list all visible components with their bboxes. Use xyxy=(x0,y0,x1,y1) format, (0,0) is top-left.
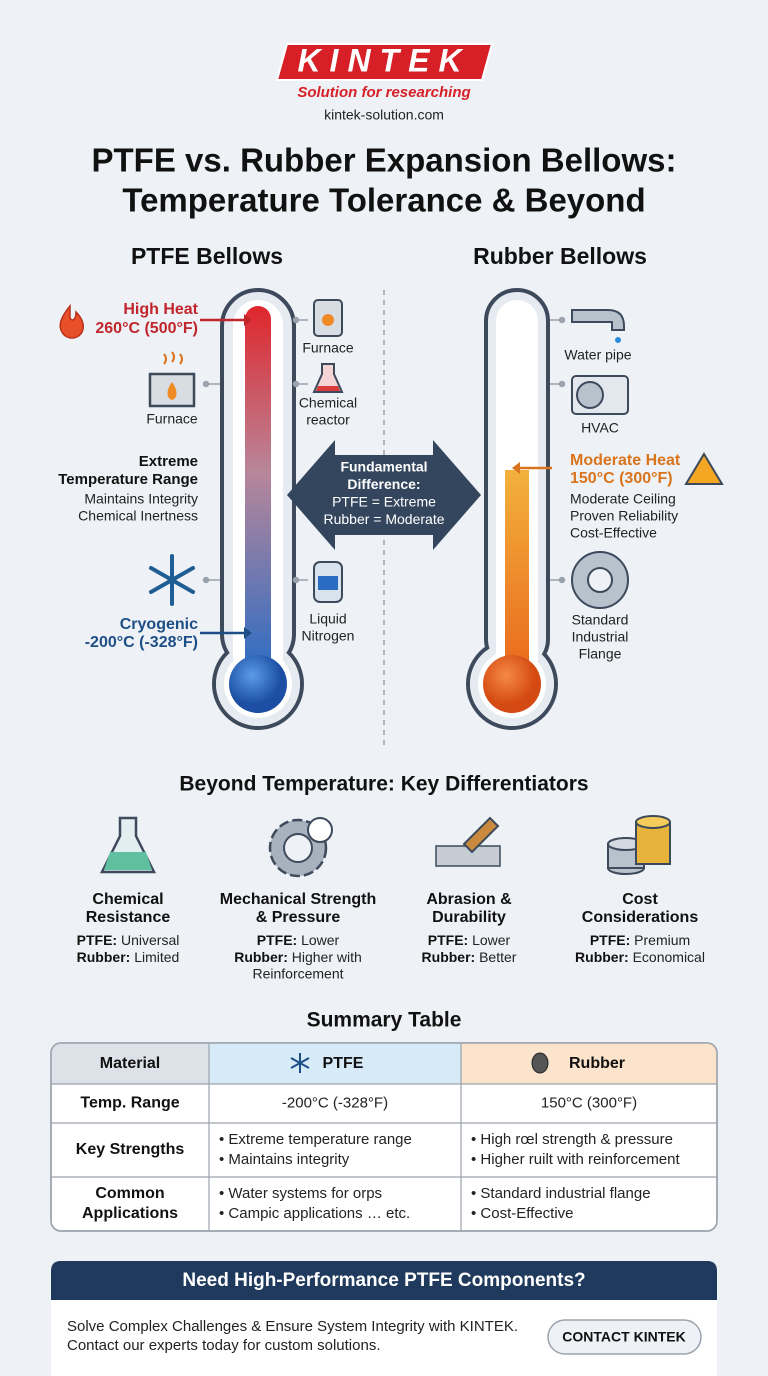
table-header: Rubber xyxy=(569,1055,625,1072)
comparison-value: Economical xyxy=(629,949,705,965)
table-cell: • Campic applications … etc. xyxy=(219,1205,410,1222)
rubber-point: Moderate Ceiling xyxy=(570,491,676,507)
page-title: Temperature Tolerance & Beyond xyxy=(122,182,645,219)
application: Standard xyxy=(572,612,629,628)
row-label: Key Strengths xyxy=(76,1141,185,1158)
application: Liquid xyxy=(309,611,346,627)
comparison-value: Limited xyxy=(130,949,179,965)
cryogenic-label: Cryogenic xyxy=(120,616,198,633)
contact-button[interactable] xyxy=(547,1319,702,1355)
row-label: Temp. Range xyxy=(80,1095,179,1112)
comparison-label: PTFE: xyxy=(590,932,630,948)
comparison-line: Rubber: Economical xyxy=(575,949,705,965)
comparison-value: Reinforcement xyxy=(252,966,343,982)
application: Chemical xyxy=(299,395,357,411)
comparison-label: PTFE: xyxy=(257,932,297,948)
row-label: Applications xyxy=(82,1205,178,1222)
comparison-label: PTFE: xyxy=(77,932,117,948)
comparison-label: PTFE: xyxy=(428,932,468,948)
comparison-line: PTFE: Lower xyxy=(257,932,340,948)
comparison-value: Lower xyxy=(468,932,510,948)
row-label: Common xyxy=(95,1185,164,1202)
application: Industrial xyxy=(572,629,629,645)
application: reactor xyxy=(306,412,350,428)
rubber-point: Cost-Effective xyxy=(570,525,657,541)
table-cell: • Standard industrial flange xyxy=(471,1185,651,1202)
high-heat-temp: 260°C (500°F) xyxy=(95,320,198,337)
page-title: PTFE vs. Rubber Expansion Bellows: xyxy=(92,142,677,179)
section-heading: Rubber Bellows xyxy=(473,243,647,269)
table-cell: 150°C (300°F) xyxy=(541,1094,637,1111)
application: Water pipe xyxy=(564,347,631,363)
application: Nitrogen xyxy=(302,628,355,644)
application: Furnace xyxy=(302,340,354,356)
difference-text: Fundamental xyxy=(340,459,427,475)
table-cell: -200°C (-328°F) xyxy=(282,1094,388,1111)
comparison-line: Rubber: Better xyxy=(422,949,517,965)
comparison-label: Rubber: xyxy=(575,949,629,965)
comparison-line: PTFE: Universal xyxy=(77,932,180,948)
tagline: Solution for researching xyxy=(297,84,470,101)
cryogenic-temp: -200°C (-328°F) xyxy=(85,634,198,651)
range-title: Temperature Range xyxy=(58,471,198,488)
rubber-point: Proven Reliability xyxy=(570,508,678,524)
cta-text: Solve Complex Challenges & Ensure System… xyxy=(67,1318,518,1335)
contact-button-label[interactable]: CONTACT KINTEK xyxy=(562,1329,685,1345)
comparison-value: Higher with xyxy=(288,949,362,965)
website: kintek-solution.com xyxy=(324,107,444,123)
item-title: & Pressure xyxy=(256,909,341,926)
difference-text: Difference: xyxy=(347,476,420,492)
item-title: Resistance xyxy=(86,909,171,926)
table-cell: • Water systems for orps xyxy=(219,1185,382,1202)
high-heat-label: High Heat xyxy=(123,301,198,318)
range-point: Maintains Integrity xyxy=(84,491,198,507)
item-title: Abrasion & xyxy=(426,891,512,908)
item-title: Considerations xyxy=(582,909,699,926)
table-header: PTFE xyxy=(323,1055,364,1072)
comparison-value: Better xyxy=(475,949,517,965)
moderate-heat-label: Moderate Heat xyxy=(570,452,681,469)
comparison-value: Lower xyxy=(297,932,339,948)
logo: KINTEK xyxy=(297,42,470,78)
table-cell: • Maintains integrity xyxy=(219,1151,350,1168)
application: HVAC xyxy=(581,420,619,436)
table-cell: • Extreme temperature range xyxy=(219,1131,412,1148)
comparison-line: Rubber: Higher with xyxy=(234,949,362,965)
range-point: Chemical Inertness xyxy=(78,508,198,524)
comparison-label: Rubber: xyxy=(234,949,288,965)
difference-text: PTFE = Extreme xyxy=(332,494,436,510)
table-cell: • Cost-Effective xyxy=(471,1205,574,1222)
comparison-label: Rubber: xyxy=(422,949,476,965)
section-heading: Summary Table xyxy=(307,1009,462,1032)
moderate-heat-temp: 150°C (300°F) xyxy=(570,470,673,487)
decor xyxy=(50,43,724,1376)
application: Flange xyxy=(579,646,622,662)
table-cell: • Higher ruilt with reinforcement xyxy=(471,1151,680,1168)
table-header: Material xyxy=(100,1055,160,1072)
comparison-line: PTFE: Lower xyxy=(428,932,511,948)
section-heading: Beyond Temperature: Key Differentiators xyxy=(179,773,588,796)
difference-text: Rubber = Moderate xyxy=(323,511,444,527)
application: Furnace xyxy=(146,411,198,427)
comparison-value: Premium xyxy=(630,932,690,948)
comparison-value: Universal xyxy=(117,932,179,948)
comparison-line: Rubber: Limited xyxy=(77,949,180,965)
section-heading: PTFE Bellows xyxy=(131,243,283,269)
comparison-label: Rubber: xyxy=(77,949,131,965)
range-title: Extreme xyxy=(139,453,198,470)
item-title: Mechanical Strength xyxy=(220,891,376,908)
cta-text: Contact our experts today for custom sol… xyxy=(67,1337,380,1354)
item-title: Durability xyxy=(432,909,506,926)
item-title: Cost xyxy=(622,891,658,908)
table-cell: • High rœl strength & pressure xyxy=(471,1131,673,1148)
cta-heading: Need High-Performance PTFE Components? xyxy=(182,1270,585,1291)
item-title: Chemical xyxy=(92,891,163,908)
comparison-line: PTFE: Premium xyxy=(590,932,690,948)
